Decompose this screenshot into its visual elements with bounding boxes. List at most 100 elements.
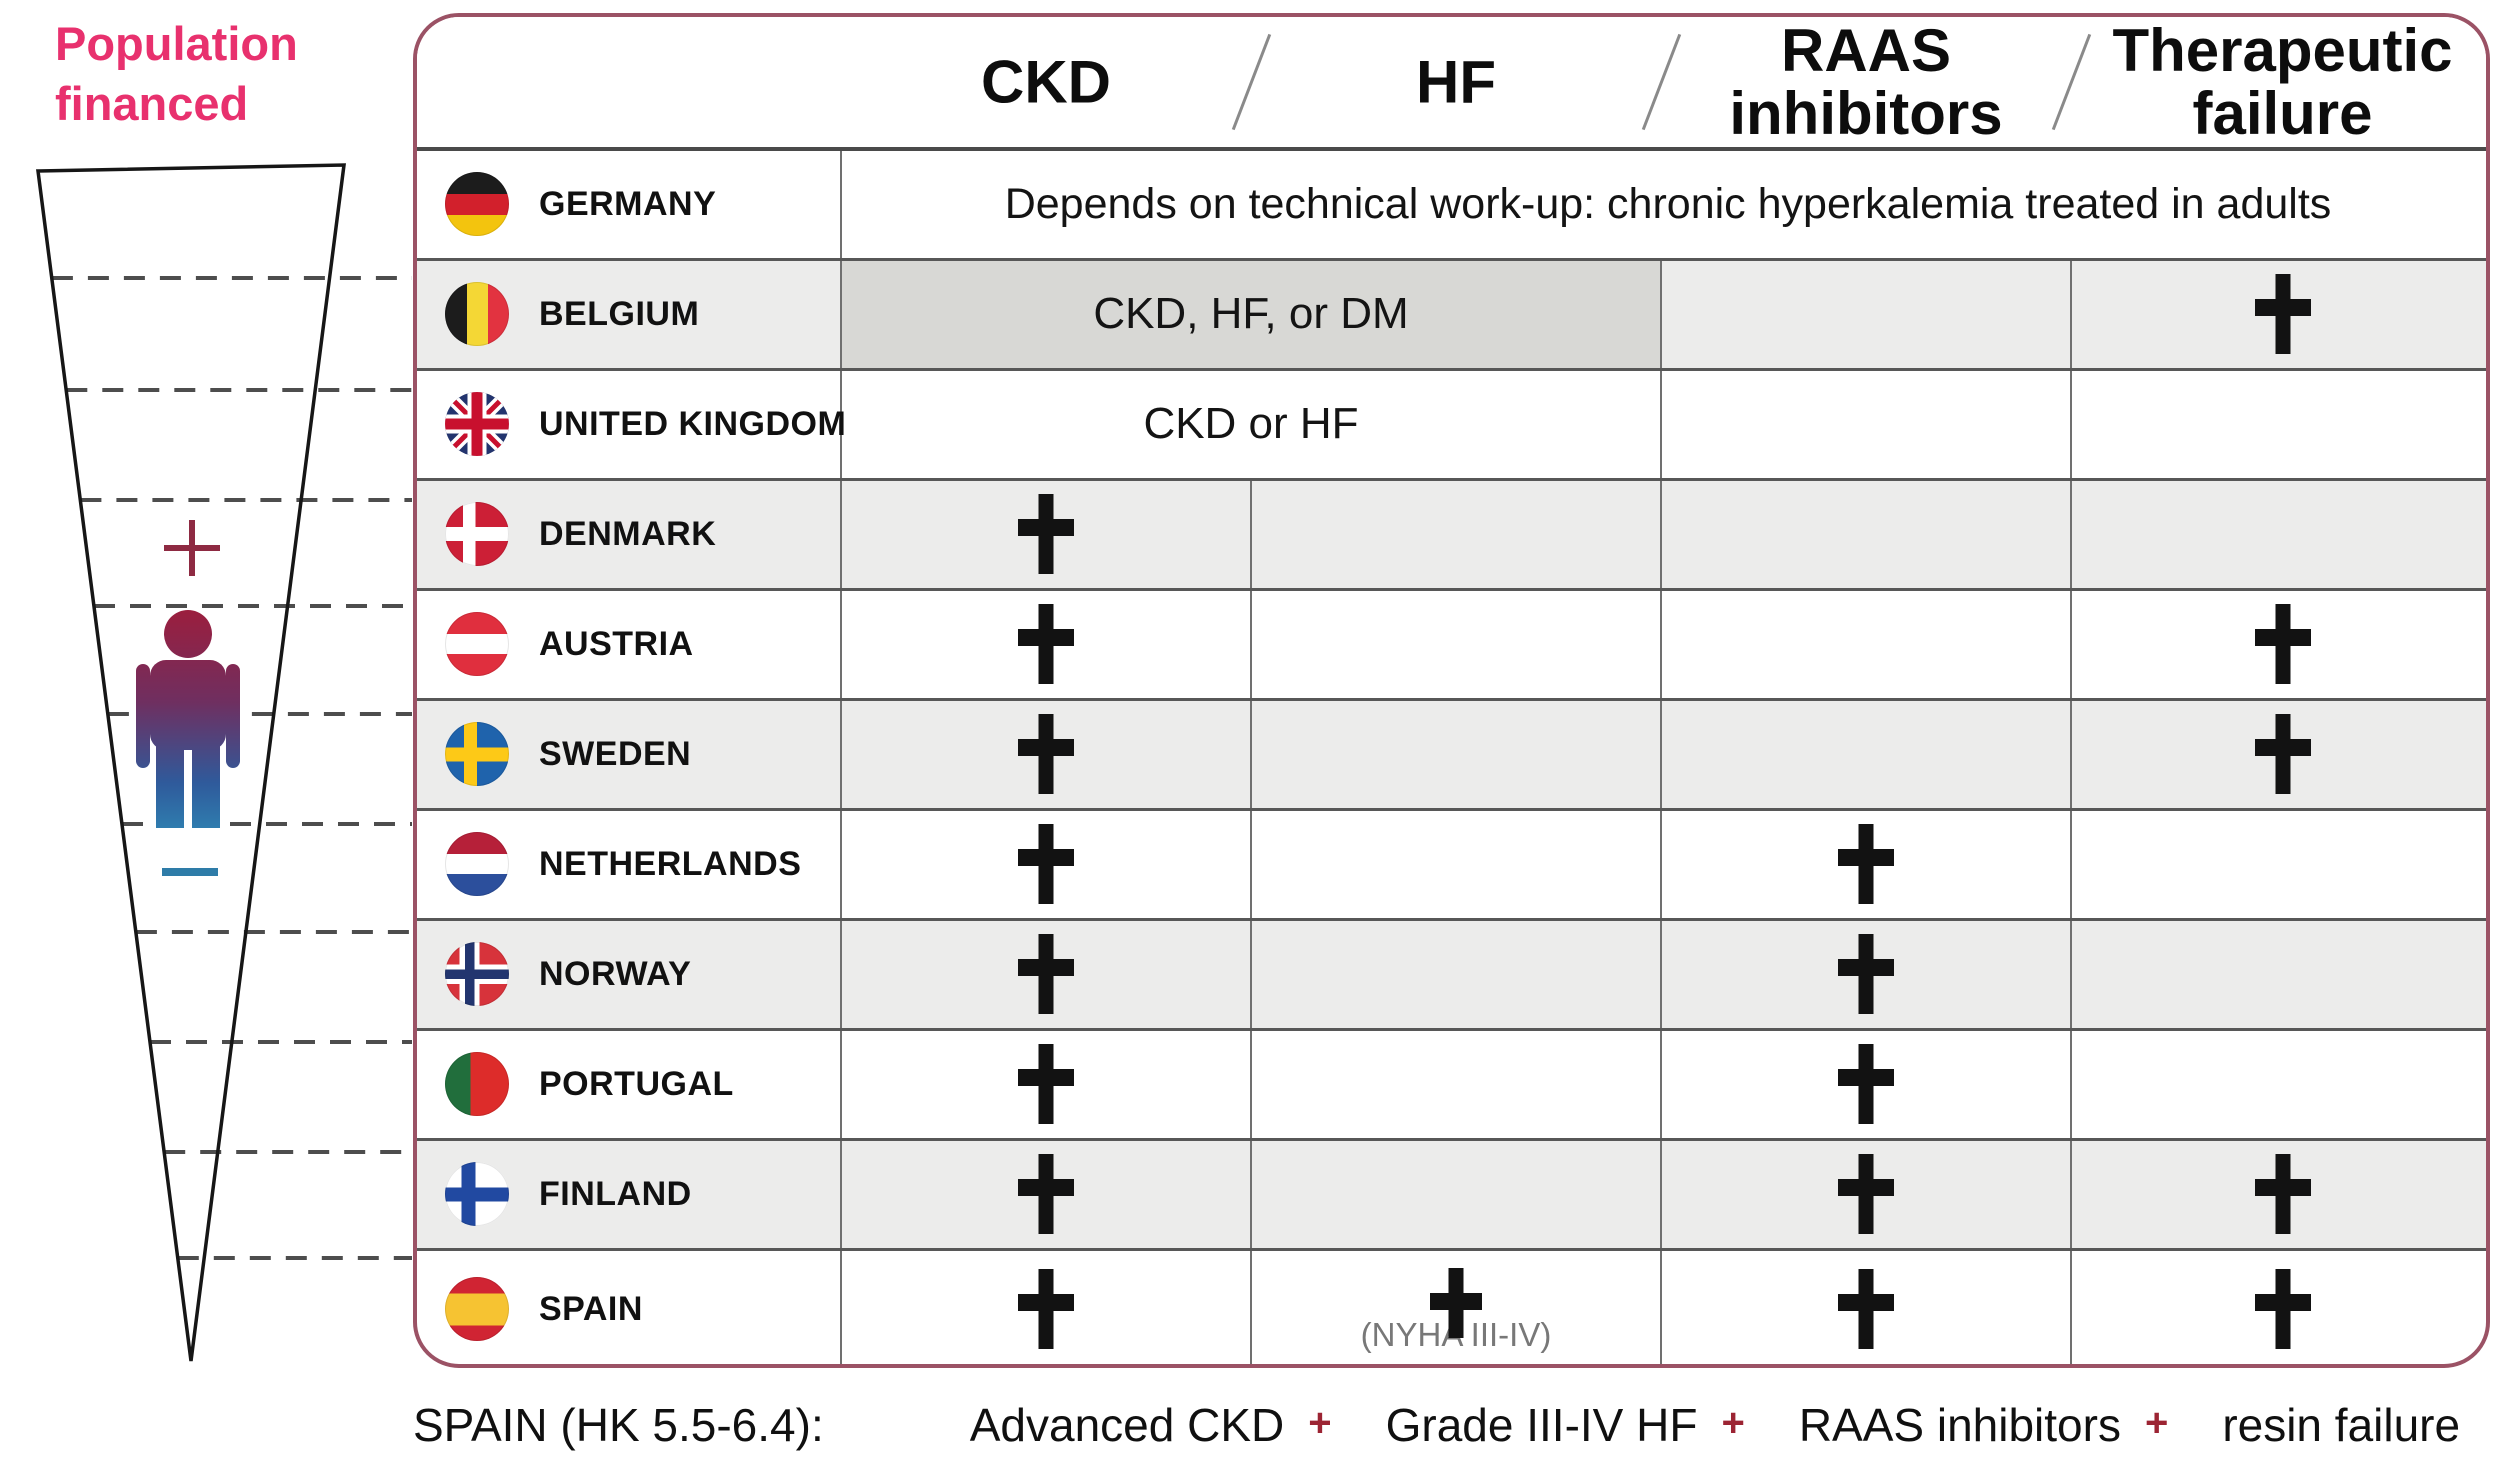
plus-icon bbox=[1018, 1044, 1074, 1124]
plus-icon bbox=[1018, 604, 1074, 684]
country-label: NETHERLANDS bbox=[539, 844, 802, 883]
finland-flag-icon bbox=[445, 1162, 509, 1226]
footnote-item-text: resin failure bbox=[2222, 1399, 2461, 1451]
criteria-cell bbox=[1250, 697, 1661, 809]
column-header-therapeutic-failure: Therapeutic failure bbox=[2112, 17, 2453, 147]
criteria-cell bbox=[841, 1247, 1251, 1364]
column-header-raas-inhibitors: RAAS inhibitors bbox=[1729, 17, 2003, 147]
footnote-label: SPAIN (HK 5.5-6.4): bbox=[413, 1399, 824, 1451]
plus-icon bbox=[2255, 274, 2311, 354]
country-cell: SPAIN bbox=[417, 1247, 842, 1364]
plus-icon bbox=[1838, 1269, 1894, 1349]
country-cell: DENMARK bbox=[417, 477, 842, 589]
criteria-cell bbox=[1250, 477, 1661, 589]
criteria-cell bbox=[1250, 587, 1661, 699]
footnote-item-text: Advanced CKD bbox=[969, 1399, 1285, 1451]
funnel-shape bbox=[36, 163, 346, 1362]
criteria-cell bbox=[841, 1027, 1251, 1139]
criteria-cell bbox=[1250, 1027, 1661, 1139]
plus-icon bbox=[1018, 1154, 1074, 1234]
criteria-cell bbox=[2070, 1137, 2486, 1249]
plus-icon bbox=[1838, 824, 1894, 904]
plus-icon bbox=[1018, 934, 1074, 1014]
sweden-flag-icon bbox=[445, 722, 509, 786]
merged-cell-ckd-hf: CKD or HF bbox=[841, 367, 1661, 479]
criteria-cell bbox=[1660, 587, 2071, 699]
criteria-cell bbox=[1660, 1027, 2071, 1139]
portugal-flag-icon bbox=[445, 1052, 509, 1116]
population-financed-line2: financed bbox=[55, 76, 249, 130]
criteria-cell bbox=[2070, 807, 2486, 919]
criteria-cell bbox=[2070, 477, 2486, 589]
footnote-item: Grade III-IV HF + bbox=[1386, 1398, 1745, 1452]
plus-icon: + bbox=[1308, 1400, 1332, 1445]
table-row-spain: SPAIN (NYHA III-IV) bbox=[417, 1247, 2486, 1364]
merged-cell-ckd-hf: CKD, HF, or DM bbox=[841, 257, 1661, 369]
criteria-cell bbox=[841, 477, 1251, 589]
criteria-cell bbox=[841, 587, 1251, 699]
country-cell: SWEDEN bbox=[417, 697, 842, 809]
plus-icon bbox=[1018, 714, 1074, 794]
table-row-uk: UNITED KINGDOM CKD or HF bbox=[417, 367, 2486, 479]
country-label: NORWAY bbox=[539, 954, 692, 993]
country-label: BELGIUM bbox=[539, 294, 700, 333]
table-row-denmark: DENMARK bbox=[417, 477, 2486, 589]
country-label: UNITED KINGDOM bbox=[539, 404, 847, 443]
plus-icon: + bbox=[2144, 1400, 2169, 1445]
country-cell: PORTUGAL bbox=[417, 1027, 842, 1139]
plus-icon bbox=[1018, 494, 1074, 574]
criteria-cell bbox=[1660, 1137, 2071, 1249]
table-row-norway: NORWAY bbox=[417, 917, 2486, 1029]
plus-icon bbox=[1018, 824, 1074, 904]
spain-footnote: SPAIN (HK 5.5-6.4): Advanced CKD + Grade… bbox=[413, 1398, 2460, 1452]
criteria-cell: (NYHA III-IV) bbox=[1250, 1247, 1661, 1364]
country-label: PORTUGAL bbox=[539, 1064, 734, 1103]
criteria-cell bbox=[1660, 257, 2071, 369]
footnote-item: RAAS inhibitors + bbox=[1799, 1398, 2169, 1452]
plus-icon bbox=[2255, 1269, 2311, 1349]
table-row-netherlands: NETHERLANDS bbox=[417, 807, 2486, 919]
country-label: GERMANY bbox=[539, 184, 717, 223]
funnel-plus-icon bbox=[164, 520, 220, 576]
plus-icon bbox=[2255, 604, 2311, 684]
plus-icon bbox=[2255, 714, 2311, 794]
plus-icon bbox=[1430, 1268, 1482, 1338]
plus-icon bbox=[1838, 934, 1894, 1014]
merged-cell-all-columns: Depends on technical work-up: chronic hy… bbox=[841, 147, 2486, 259]
plus-icon bbox=[1838, 1044, 1894, 1124]
person-icon bbox=[136, 610, 240, 828]
criteria-cell bbox=[2070, 1027, 2486, 1139]
country-label: SWEDEN bbox=[539, 734, 692, 773]
criteria-cell bbox=[2070, 367, 2486, 479]
plus-icon bbox=[1018, 1269, 1074, 1349]
footnote-item-text: Grade III-IV HF bbox=[1385, 1399, 1698, 1451]
criteria-cell bbox=[1250, 807, 1661, 919]
table-row-sweden: SWEDEN bbox=[417, 697, 2486, 809]
criteria-cell bbox=[2070, 257, 2486, 369]
table-row-germany: GERMANY Depends on technical work-up: chr… bbox=[417, 147, 2486, 259]
column-header-hf: HF bbox=[1416, 48, 1496, 116]
germany-flag-icon bbox=[445, 172, 509, 237]
criteria-cell bbox=[841, 697, 1251, 809]
criteria-cell bbox=[2070, 1247, 2486, 1364]
criteria-cell bbox=[2070, 587, 2486, 699]
column-header-ckd: CKD bbox=[981, 48, 1111, 116]
table-row-austria: AUSTRIA bbox=[417, 587, 2486, 699]
footnote-item-text: RAAS inhibitors bbox=[1798, 1399, 2121, 1451]
country-label: AUSTRIA bbox=[539, 624, 694, 663]
table-row-belgium: BELGIUM CKD, HF, or DM bbox=[417, 257, 2486, 369]
plus-icon: + bbox=[1721, 1400, 1745, 1445]
criteria-cell bbox=[1660, 697, 2071, 809]
denmark-flag-icon bbox=[445, 502, 509, 566]
population-financed-title: Population financed bbox=[55, 14, 298, 133]
funnel-dashed-lines bbox=[51, 276, 412, 1260]
country-label: SPAIN bbox=[539, 1289, 643, 1328]
population-funnel bbox=[36, 163, 412, 1362]
country-cell: NORWAY bbox=[417, 917, 842, 1029]
table-header-row: CKD HF RAAS inhibitors Therapeutic failu… bbox=[417, 17, 2486, 151]
spain-flag-icon bbox=[445, 1277, 509, 1342]
norway-flag-icon bbox=[445, 942, 509, 1006]
country-label: FINLAND bbox=[539, 1174, 692, 1213]
criteria-cell bbox=[1660, 917, 2071, 1029]
country-cell: UNITED KINGDOM bbox=[417, 367, 846, 479]
